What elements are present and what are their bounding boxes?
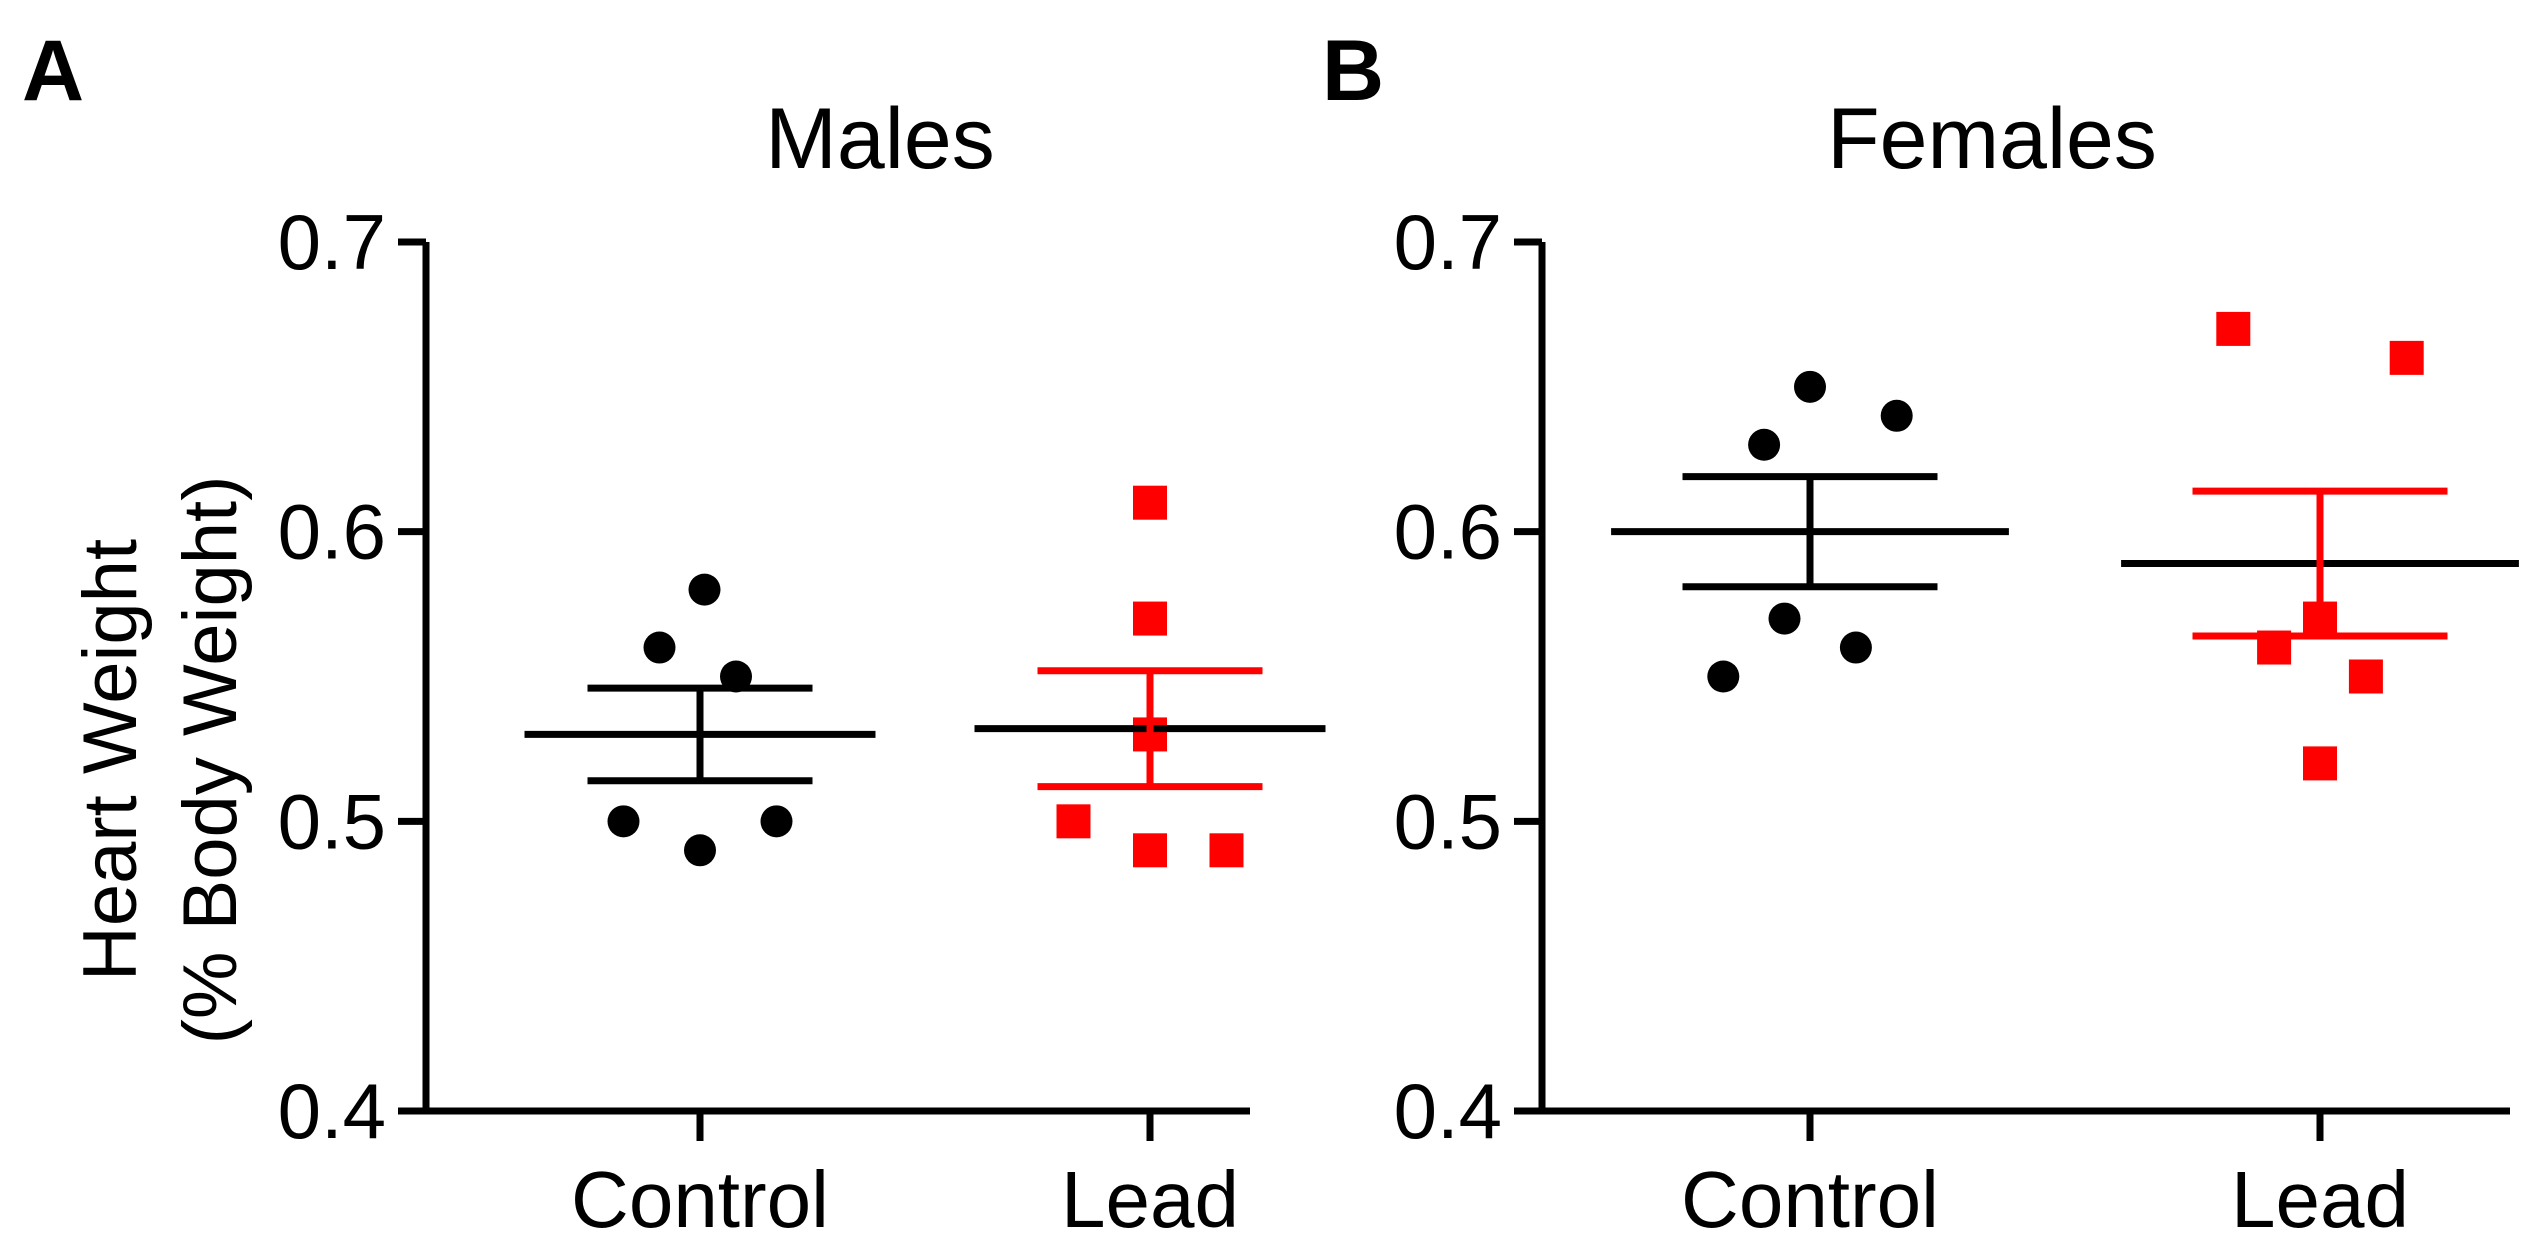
data-point [607, 805, 640, 838]
data-point [1768, 602, 1801, 635]
series-lead [2121, 311, 2519, 781]
y-tick-label: 0.5 [1394, 777, 1502, 865]
y-tick-label: 0.6 [1394, 488, 1502, 576]
y-axis-label-line2: (% Body Weight) [168, 476, 253, 1045]
y-tick-label: 0.4 [278, 1067, 386, 1155]
series-control [1611, 370, 2009, 693]
data-point [1839, 631, 1872, 664]
x-tick-label: Control [1681, 1155, 1939, 1244]
y-tick-label: 0.4 [1394, 1067, 1502, 1155]
data-point [1748, 428, 1781, 461]
data-point [1707, 660, 1740, 693]
data-point [1880, 399, 1913, 432]
panel-a-title: Males [765, 91, 994, 187]
panel-a-axes: 0.4 0.5 0.6 0.7 Control Lead [278, 198, 1250, 1244]
x-tick-label: Lead [2231, 1155, 2409, 1244]
y-tick-label: 0.6 [278, 488, 386, 576]
y-axis-label-line1: Heart Weight [68, 539, 153, 981]
x-tick-label: Control [571, 1155, 829, 1244]
data-point [2348, 659, 2383, 694]
panel-a-marks [524, 485, 1326, 868]
panel-a-males: A Males Heart Weight (% Body Weight) 0.4… [22, 23, 1326, 1244]
data-point [1133, 833, 1167, 868]
data-point [1056, 804, 1091, 839]
panel-a-letter: A [22, 23, 84, 119]
data-point [2389, 340, 2424, 375]
series-control [524, 573, 876, 867]
panel-b-letter: B [1322, 23, 1384, 119]
data-point [1133, 601, 1167, 636]
data-point [1209, 833, 1244, 868]
data-point [688, 573, 721, 606]
data-point [760, 805, 793, 838]
y-tick-label: 0.7 [278, 198, 386, 286]
panel-b-axes: 0.4 0.5 0.6 0.7 Control Lead [1394, 198, 2510, 1244]
y-tick-label: 0.7 [1394, 198, 1502, 286]
data-point [643, 631, 676, 664]
panel-b-females: B Females 0.4 0.5 0.6 0.7 Control Lead [1322, 23, 2519, 1244]
data-point [684, 834, 716, 867]
data-point [1133, 485, 1167, 520]
panel-b-marks [1611, 311, 2519, 781]
series-lead [974, 485, 1326, 868]
data-point [2303, 746, 2337, 781]
data-point [2216, 311, 2251, 346]
x-tick-label: Lead [1061, 1155, 1239, 1244]
panel-b-title: Females [1827, 91, 2157, 187]
data-point [720, 660, 752, 693]
y-tick-label: 0.5 [278, 777, 386, 865]
data-point [1794, 370, 1826, 403]
